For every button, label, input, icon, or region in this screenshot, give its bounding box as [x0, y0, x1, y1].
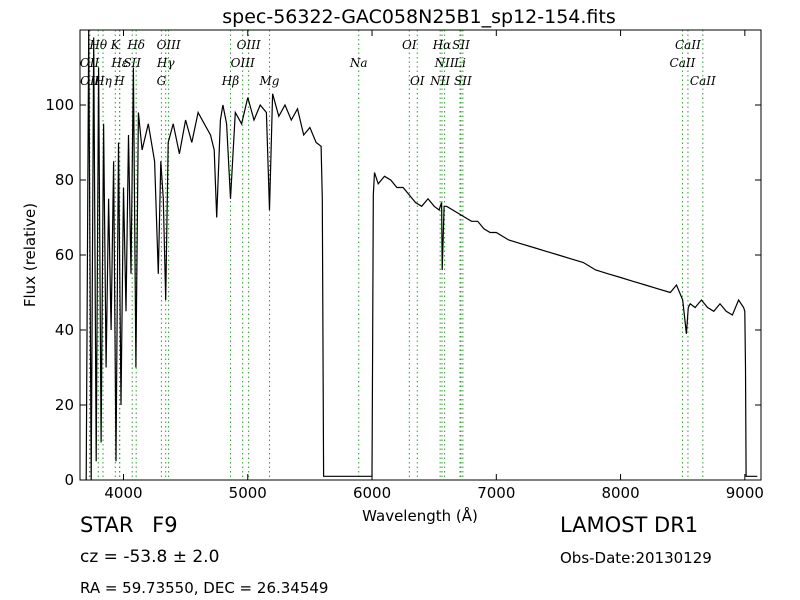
x-tick-label: 6000 — [353, 484, 391, 502]
plot-frame — [79, 29, 762, 481]
emission-label: OI — [410, 74, 425, 88]
emission-label: H — [113, 74, 125, 88]
emission-label: CaII — [690, 74, 716, 88]
object-subclass: F9 — [152, 513, 178, 537]
y-axis-label: Flux (relative) — [21, 203, 39, 307]
emission-label: Hθ — [88, 38, 107, 52]
y-tick-label: 60 — [55, 246, 74, 264]
redshift-value: cz = -53.8 ± 2.0 — [80, 547, 220, 567]
x-axis-ticks: 4000 5000 6000 7000 8000 9000 — [104, 30, 764, 502]
coordinates: RA = 59.73550, DEC = 26.34549 — [80, 579, 329, 597]
emission-label: K — [110, 38, 121, 52]
emission-label: OII — [80, 74, 100, 88]
y-tick-label: 80 — [55, 171, 74, 189]
emission-label: Hγ — [156, 56, 175, 70]
x-tick-label: 7000 — [477, 484, 515, 502]
emission-label: Hδ — [126, 38, 145, 52]
y-tick-label: 40 — [55, 321, 74, 339]
observation-date: Obs-Date:20130129 — [560, 549, 712, 567]
x-axis-label: Wavelength (Å) — [362, 506, 478, 525]
emission-label: OIII — [157, 38, 181, 52]
emission-label: Mg — [259, 74, 280, 88]
emission-label: SII — [123, 56, 141, 70]
emission-label: OI — [402, 38, 417, 52]
emission-label: CaII — [670, 56, 696, 70]
emission-label: OII — [80, 56, 100, 70]
emission-line-markers — [89, 30, 704, 480]
flux-line — [85, 29, 758, 481]
emission-label: Hη — [93, 74, 112, 88]
y-tick-label: 100 — [45, 96, 74, 114]
y-tick-label: 0 — [64, 471, 74, 489]
emission-label: SII — [454, 74, 472, 88]
emission-label: Na — [349, 56, 368, 70]
emission-label: NII — [434, 56, 455, 70]
y-axis-ticks: 0 20 40 60 80 100 — [45, 96, 761, 489]
emission-label: Hα — [432, 38, 452, 52]
emission-label: OIII — [231, 56, 255, 70]
x-tick-label: 5000 — [229, 484, 267, 502]
emission-label: CaII — [675, 38, 701, 52]
object-classification: STAR F9 — [80, 513, 190, 537]
emission-label: Li — [453, 56, 466, 70]
emission-label: Hε — [110, 56, 128, 70]
chart-title: spec-56322-GAC058N25B1_sp12-154.fits — [222, 6, 616, 28]
x-tick-label: 9000 — [726, 484, 764, 502]
y-tick-label: 20 — [55, 396, 74, 414]
emission-label: NII — [429, 74, 450, 88]
emission-label: OIII — [237, 38, 261, 52]
survey-name: LAMOST DR1 — [560, 513, 699, 537]
emission-label: SII — [452, 38, 470, 52]
emission-label: Hβ — [221, 74, 239, 88]
x-tick-label: 4000 — [104, 484, 142, 502]
object-type: STAR — [80, 513, 134, 537]
x-tick-label: 8000 — [601, 484, 639, 502]
emission-label: G — [157, 74, 167, 88]
